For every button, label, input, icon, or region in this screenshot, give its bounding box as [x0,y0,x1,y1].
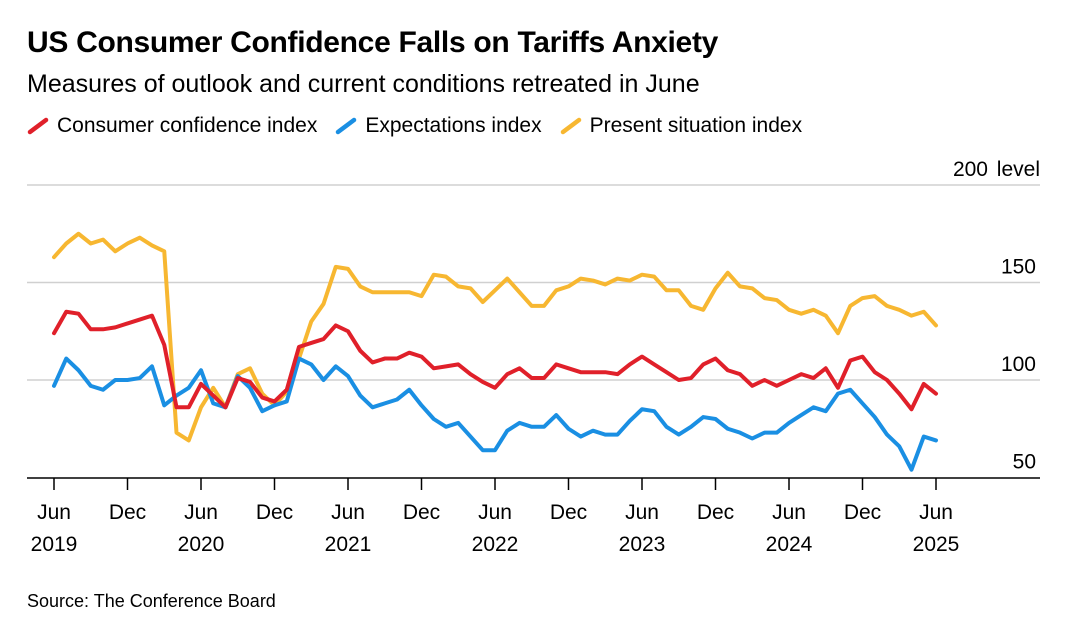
x-tick-label-2021-06: Jun [331,501,365,524]
series-line-expectations-index [52,356,938,472]
x-tick-year-2021-06: 2021 [325,533,372,556]
x-tick-year-2020-06: 2020 [178,533,225,556]
y-tick-label-200: 200 [953,158,988,181]
x-axis: Jun 2019 Dec Jun 2020 Dec Jun 2021 Dec Jun 2022 Dec… [27,477,1040,556]
x-tick-label-2024-06: Jun [772,501,806,524]
x-tick-label-2021-12: Dec [403,501,440,524]
legend-label-present-situation: Present situation index [589,114,803,137]
y-tick-label-150: 150 [1001,256,1036,279]
legend-swatch-consumer-confidence [27,117,49,135]
legend-item-present-situation: Present situation index [560,114,802,138]
x-tick-label-2020-12: Dec [256,501,293,524]
series-line-present-situation-index [52,231,938,443]
x-tick-label-2019-12: Dec [109,501,146,524]
chart-subtitle: Measures of outlook and current conditio… [27,70,700,98]
x-tick-year-2025-06: 2025 [913,533,960,556]
x-tick-year-2023-06: 2023 [619,533,666,556]
x-tick-label-2022-06: Jun [478,501,512,524]
series-lines [52,231,938,472]
x-tick-label-2019-06: Jun [37,501,71,524]
x-tick-label-2023-12: Dec [697,501,734,524]
legend-label-consumer-confidence: Consumer confidence index [57,114,318,137]
legend-swatch-expectations [336,117,357,135]
x-tick-label-2025-06: Jun [919,501,953,524]
legend-item-expectations: Expectations index [335,114,542,138]
y-axis-labels: 50 100 150 200 level [953,158,1040,474]
y-unit-label: level [997,158,1040,181]
series-line-consumer-confidence-index [52,309,938,412]
x-tick-label-2022-12: Dec [550,501,587,524]
y-tick-label-100: 100 [1001,353,1036,376]
legend-swatch-present-situation [560,117,581,135]
legend-item-consumer-confidence: Consumer confidence index [27,114,317,138]
legend-label-expectations: Expectations index [365,114,542,137]
y-tick-label-50: 50 [1013,451,1036,474]
x-tick-year-2019-06: 2019 [31,533,78,556]
x-tick-year-2022-06: 2022 [472,533,519,556]
x-tick-label-2020-06: Jun [184,501,218,524]
x-tick-label-2023-06: Jun [625,501,659,524]
x-tick-label-2024-12: Dec [844,501,881,524]
x-tick-year-2024-06: 2024 [766,533,813,556]
gridlines [27,184,1040,381]
chart-title: US Consumer Confidence Falls on Tariffs … [27,26,719,59]
source-note: Source: The Conference Board [27,591,276,611]
legend: Consumer confidence index Expectations i… [27,114,820,138]
